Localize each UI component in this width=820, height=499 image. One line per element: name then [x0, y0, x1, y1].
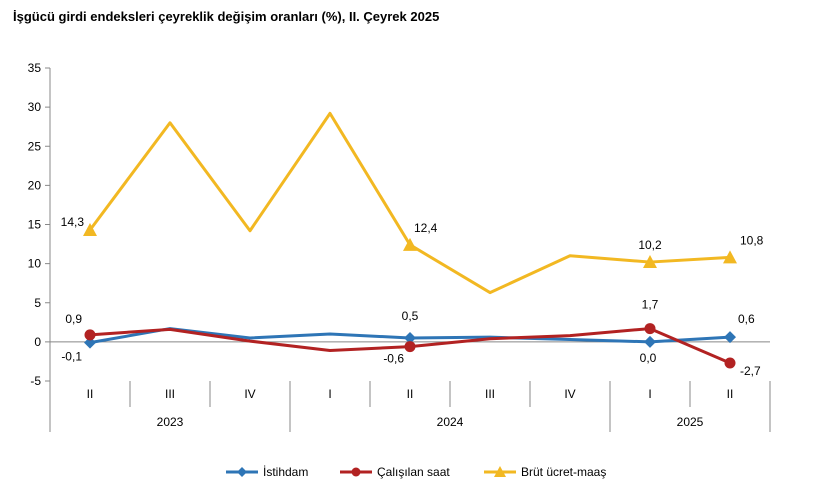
- x-tick-label: II: [727, 387, 734, 401]
- data-point: [723, 250, 737, 264]
- year-label: 2025: [677, 415, 704, 429]
- chart-title: İşgücü girdi endeksleri çeyreklik değişi…: [13, 9, 440, 24]
- data-label: 0,0: [640, 351, 657, 365]
- data-label: -0,1: [61, 350, 82, 364]
- year-label: 2024: [437, 415, 464, 429]
- y-tick-label: 0: [34, 335, 41, 349]
- year-label: 2023: [157, 415, 184, 429]
- data-point: [403, 237, 417, 251]
- x-tick-label: II: [407, 387, 414, 401]
- y-tick-label: -5: [30, 374, 41, 388]
- legend-swatch-marker: [494, 466, 506, 477]
- x-tick-label: III: [485, 387, 495, 401]
- legend-swatch-marker: [351, 467, 361, 477]
- data-point: [643, 255, 657, 269]
- data-label: 10,8: [740, 233, 764, 247]
- data-point: [84, 329, 96, 341]
- data-label: 0,6: [738, 312, 755, 326]
- data-label: 1,7: [642, 298, 659, 312]
- x-tick-label: I: [648, 387, 651, 401]
- data-point: [84, 336, 96, 349]
- y-tick-label: 10: [28, 257, 42, 271]
- y-tick-label: 30: [28, 100, 42, 114]
- data-point: [404, 341, 416, 353]
- x-tick-label: III: [165, 387, 175, 401]
- legend-label: Brüt ücret-maaş: [521, 465, 606, 479]
- y-tick-label: 20: [28, 178, 42, 192]
- data-label: 0,5: [402, 309, 419, 323]
- y-tick-label: 15: [28, 218, 42, 232]
- data-label: 12,4: [414, 221, 438, 235]
- y-tick-label: 25: [28, 139, 42, 153]
- data-label: -2,7: [740, 364, 761, 378]
- data-label: -0,6: [383, 352, 404, 366]
- data-point: [644, 323, 656, 335]
- y-tick-label: 35: [28, 61, 42, 75]
- series-line: [88, 111, 731, 295]
- x-tick-label: IV: [244, 387, 255, 401]
- x-tick-label: IV: [564, 387, 575, 401]
- legend-swatch-marker: [237, 467, 247, 477]
- data-point: [83, 222, 97, 236]
- x-tick-label: II: [87, 387, 94, 401]
- data-label: 0,9: [65, 312, 82, 326]
- data-label: 14,3: [61, 215, 85, 229]
- legend-label: Çalışılan saat: [377, 465, 450, 479]
- data-point: [724, 331, 736, 344]
- y-tick-label: 5: [34, 296, 41, 310]
- data-label: 10,2: [638, 238, 662, 252]
- data-point: [724, 357, 736, 369]
- data-point: [644, 335, 656, 348]
- x-tick-label: I: [328, 387, 331, 401]
- data-point: [404, 331, 416, 344]
- legend-label: İstihdam: [263, 465, 308, 479]
